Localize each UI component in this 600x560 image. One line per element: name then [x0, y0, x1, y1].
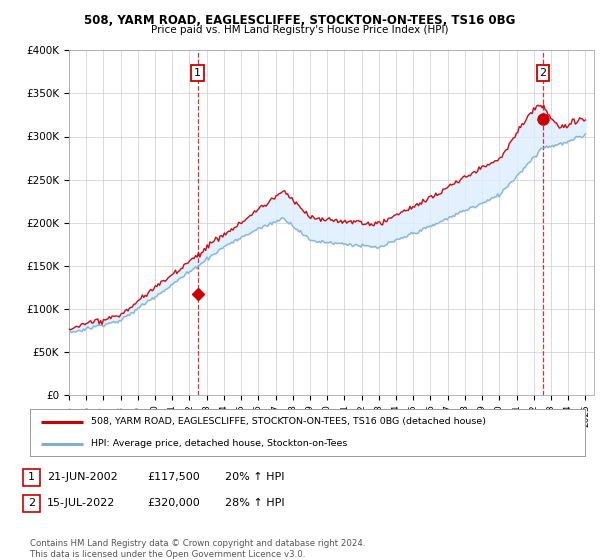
Text: 2: 2	[539, 68, 547, 78]
Text: HPI: Average price, detached house, Stockton-on-Tees: HPI: Average price, detached house, Stoc…	[91, 439, 347, 448]
Text: 1: 1	[28, 472, 35, 482]
Text: 1: 1	[194, 68, 201, 78]
Text: 21-JUN-2002: 21-JUN-2002	[47, 472, 118, 482]
Text: 28% ↑ HPI: 28% ↑ HPI	[225, 498, 284, 508]
Text: 2: 2	[28, 498, 35, 508]
Text: Contains HM Land Registry data © Crown copyright and database right 2024.
This d: Contains HM Land Registry data © Crown c…	[30, 539, 365, 559]
Text: Price paid vs. HM Land Registry's House Price Index (HPI): Price paid vs. HM Land Registry's House …	[151, 25, 449, 35]
Text: £320,000: £320,000	[147, 498, 200, 508]
Text: £117,500: £117,500	[147, 472, 200, 482]
Text: 15-JUL-2022: 15-JUL-2022	[47, 498, 115, 508]
Text: 508, YARM ROAD, EAGLESCLIFFE, STOCKTON-ON-TEES, TS16 0BG (detached house): 508, YARM ROAD, EAGLESCLIFFE, STOCKTON-O…	[91, 417, 486, 426]
Text: 508, YARM ROAD, EAGLESCLIFFE, STOCKTON-ON-TEES, TS16 0BG: 508, YARM ROAD, EAGLESCLIFFE, STOCKTON-O…	[85, 14, 515, 27]
Text: 20% ↑ HPI: 20% ↑ HPI	[225, 472, 284, 482]
